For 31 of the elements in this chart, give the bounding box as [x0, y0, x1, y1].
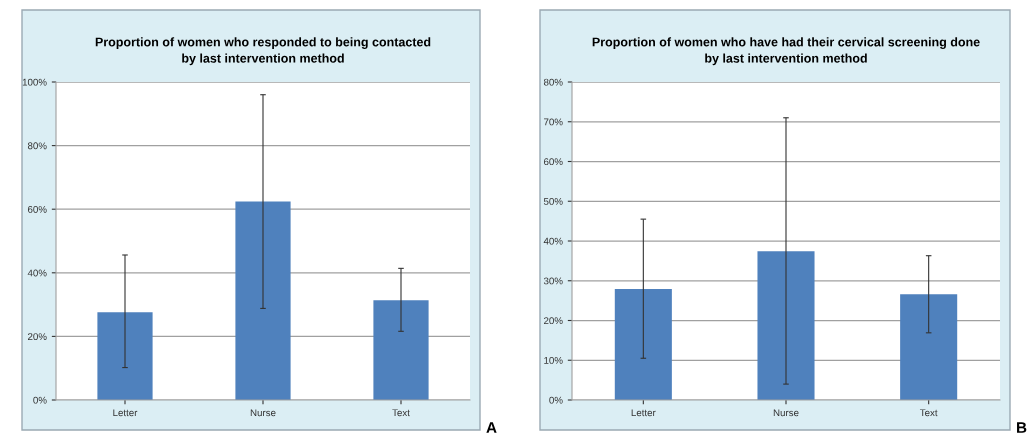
x-tick-label: Letter	[113, 409, 138, 417]
y-tick-label: 20%	[544, 317, 563, 325]
chart-title: Proportion of women who have had their cervical screening done by last intervention method	[592, 37, 980, 66]
bar	[757, 251, 815, 400]
y-tick-label: 50%	[543, 197, 563, 205]
chart-title: Proportion of women who responded to being contacted by last intervention method	[95, 37, 431, 66]
x-tick-label: Nurse	[250, 409, 276, 417]
y-tick-label: 0%	[549, 396, 563, 404]
y-tick-label: 20%	[28, 333, 47, 341]
bar	[614, 289, 672, 400]
y-tick-label: 80%	[543, 78, 563, 86]
y-tick-label: 0%	[33, 396, 47, 404]
y-tick-label: 70%	[544, 118, 563, 126]
bar	[373, 300, 429, 400]
x-tick-label: Letter	[631, 409, 656, 417]
x-tick-label: Nurse	[773, 409, 799, 417]
y-tick-label: 60%	[28, 205, 47, 213]
y-tick-label: 10%	[544, 356, 563, 364]
bar	[900, 294, 958, 400]
text: B	[1017, 422, 1027, 433]
x-tick-label: Text	[392, 409, 410, 417]
bar	[235, 201, 291, 400]
text: A	[486, 422, 497, 433]
y-tick-label: 40%	[543, 237, 563, 245]
y-tick-label: 30%	[543, 277, 563, 285]
y-tick-label: 100%	[22, 78, 47, 86]
bar	[97, 312, 153, 400]
y-tick-label: 40%	[27, 269, 47, 277]
x-tick-label: Text	[919, 409, 938, 417]
y-tick-label: 60%	[544, 158, 563, 166]
y-tick-label: 80%	[27, 142, 47, 150]
